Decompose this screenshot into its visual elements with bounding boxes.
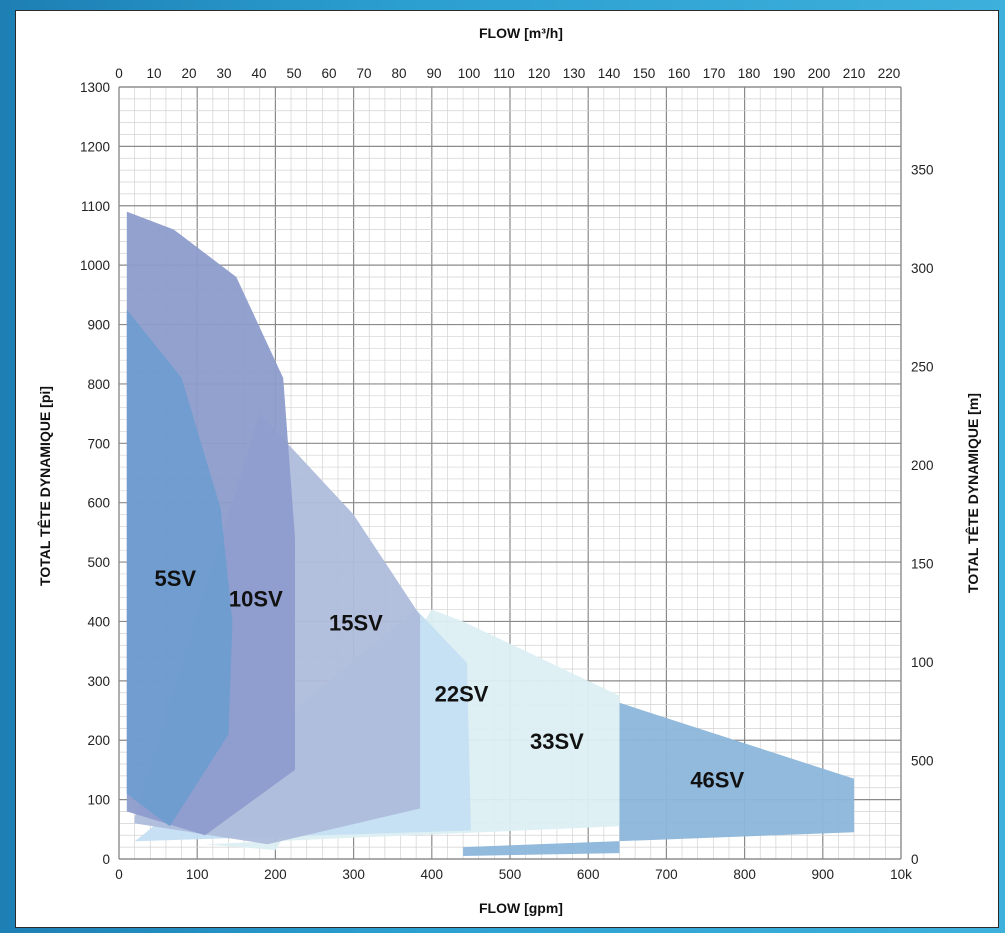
x-tick-top: 70 [356,66,371,81]
x-tick-top: 190 [773,66,796,81]
x-tick-top: 10 [146,66,161,81]
x-tick-top: 170 [703,66,726,81]
x-tick-bottom: 700 [655,867,678,882]
y-tick-left: 400 [87,614,110,629]
area-46sv [463,702,855,856]
x-axis-title-top: FLOW [m³/h] [479,25,563,41]
x-axis-title-bottom: FLOW [gpm] [479,900,563,916]
x-tick-top: 20 [181,66,196,81]
area-label-46sv: 46SV [690,768,744,793]
x-tick-top: 0 [115,66,123,81]
y-tick-left: 800 [87,377,110,392]
x-tick-top: 100 [458,66,481,81]
y-tick-left: 100 [87,793,110,808]
x-tick-top: 200 [808,66,831,81]
x-tick-top: 60 [321,66,336,81]
y-tick-left: 1000 [80,258,110,273]
y-tick-left: 0 [102,852,110,867]
y-tick-right: 100 [911,655,934,670]
x-tick-bottom: 800 [733,867,756,882]
area-label-10sv: 10SV [229,587,283,612]
x-tick-top: 130 [563,66,586,81]
y-tick-left: 1100 [81,199,110,214]
chart-areas [126,211,855,856]
y-tick-right: 200 [911,458,934,473]
chart-area-labels: 46SV 33SV 22SV 15SV 10SV 5SV [155,566,745,793]
chart-frame: 46SV 33SV 22SV 15SV 10SV 5SV 0 100 200 300 400 500… [15,10,999,928]
y-tick-right: 300 [911,261,934,276]
area-label-22sv: 22SV [435,682,489,707]
x-tick-top: 40 [251,66,266,81]
area-label-5sv: 5SV [155,566,197,591]
area-label-33sv: 33SV [530,729,584,754]
x-tick-top: 140 [598,66,621,81]
x-tick-bottom: 300 [342,867,365,882]
y-tick-left: 600 [87,496,110,511]
y-tick-left: 500 [87,555,110,570]
y-tick-left: 1300 [80,80,110,95]
x-tick-top: 180 [738,66,761,81]
y-tick-right: 0 [911,852,919,867]
y-tick-right: 250 [911,360,934,375]
y-tick-right: 500 [911,754,934,769]
x-tick-top: 220 [878,66,901,81]
x-tick-bottom: 100 [186,867,209,882]
x-tick-top: 50 [286,66,301,81]
x-tick-bottom: 600 [577,867,600,882]
y-axis-title-right: TOTAL TÊTE DYNAMIQUE [m] [964,393,981,593]
y-tick-left: 300 [87,674,110,689]
x-tick-top: 150 [633,66,656,81]
x-tick-bottom: 200 [264,867,287,882]
x-tick-top: 80 [391,66,406,81]
x-tick-top: 30 [216,66,231,81]
x-tick-top: 90 [426,66,441,81]
y-tick-left: 700 [87,436,110,451]
x-tick-top: 110 [493,66,515,81]
x-tick-bottom: 0 [115,867,123,882]
y-tick-left: 900 [87,318,110,333]
x-tick-top: 160 [668,66,691,81]
y-axis-title-left: TOTAL TÊTE DYNAMIQUE [pi] [36,386,53,586]
y-tick-right: 150 [911,557,934,572]
x-tick-top: 210 [843,66,866,81]
x-tick-bottom: 10k [890,867,912,882]
x-tick-bottom: 500 [499,867,522,882]
area-5sv [126,309,233,827]
area-label-15sv: 15SV [329,610,383,635]
y-tick-left: 200 [87,733,110,748]
x-tick-bottom: 400 [421,867,444,882]
x-tick-bottom: 900 [812,867,835,882]
x-tick-top: 120 [528,66,551,81]
y-tick-right: 350 [911,163,934,178]
y-tick-left: 1200 [80,139,110,154]
